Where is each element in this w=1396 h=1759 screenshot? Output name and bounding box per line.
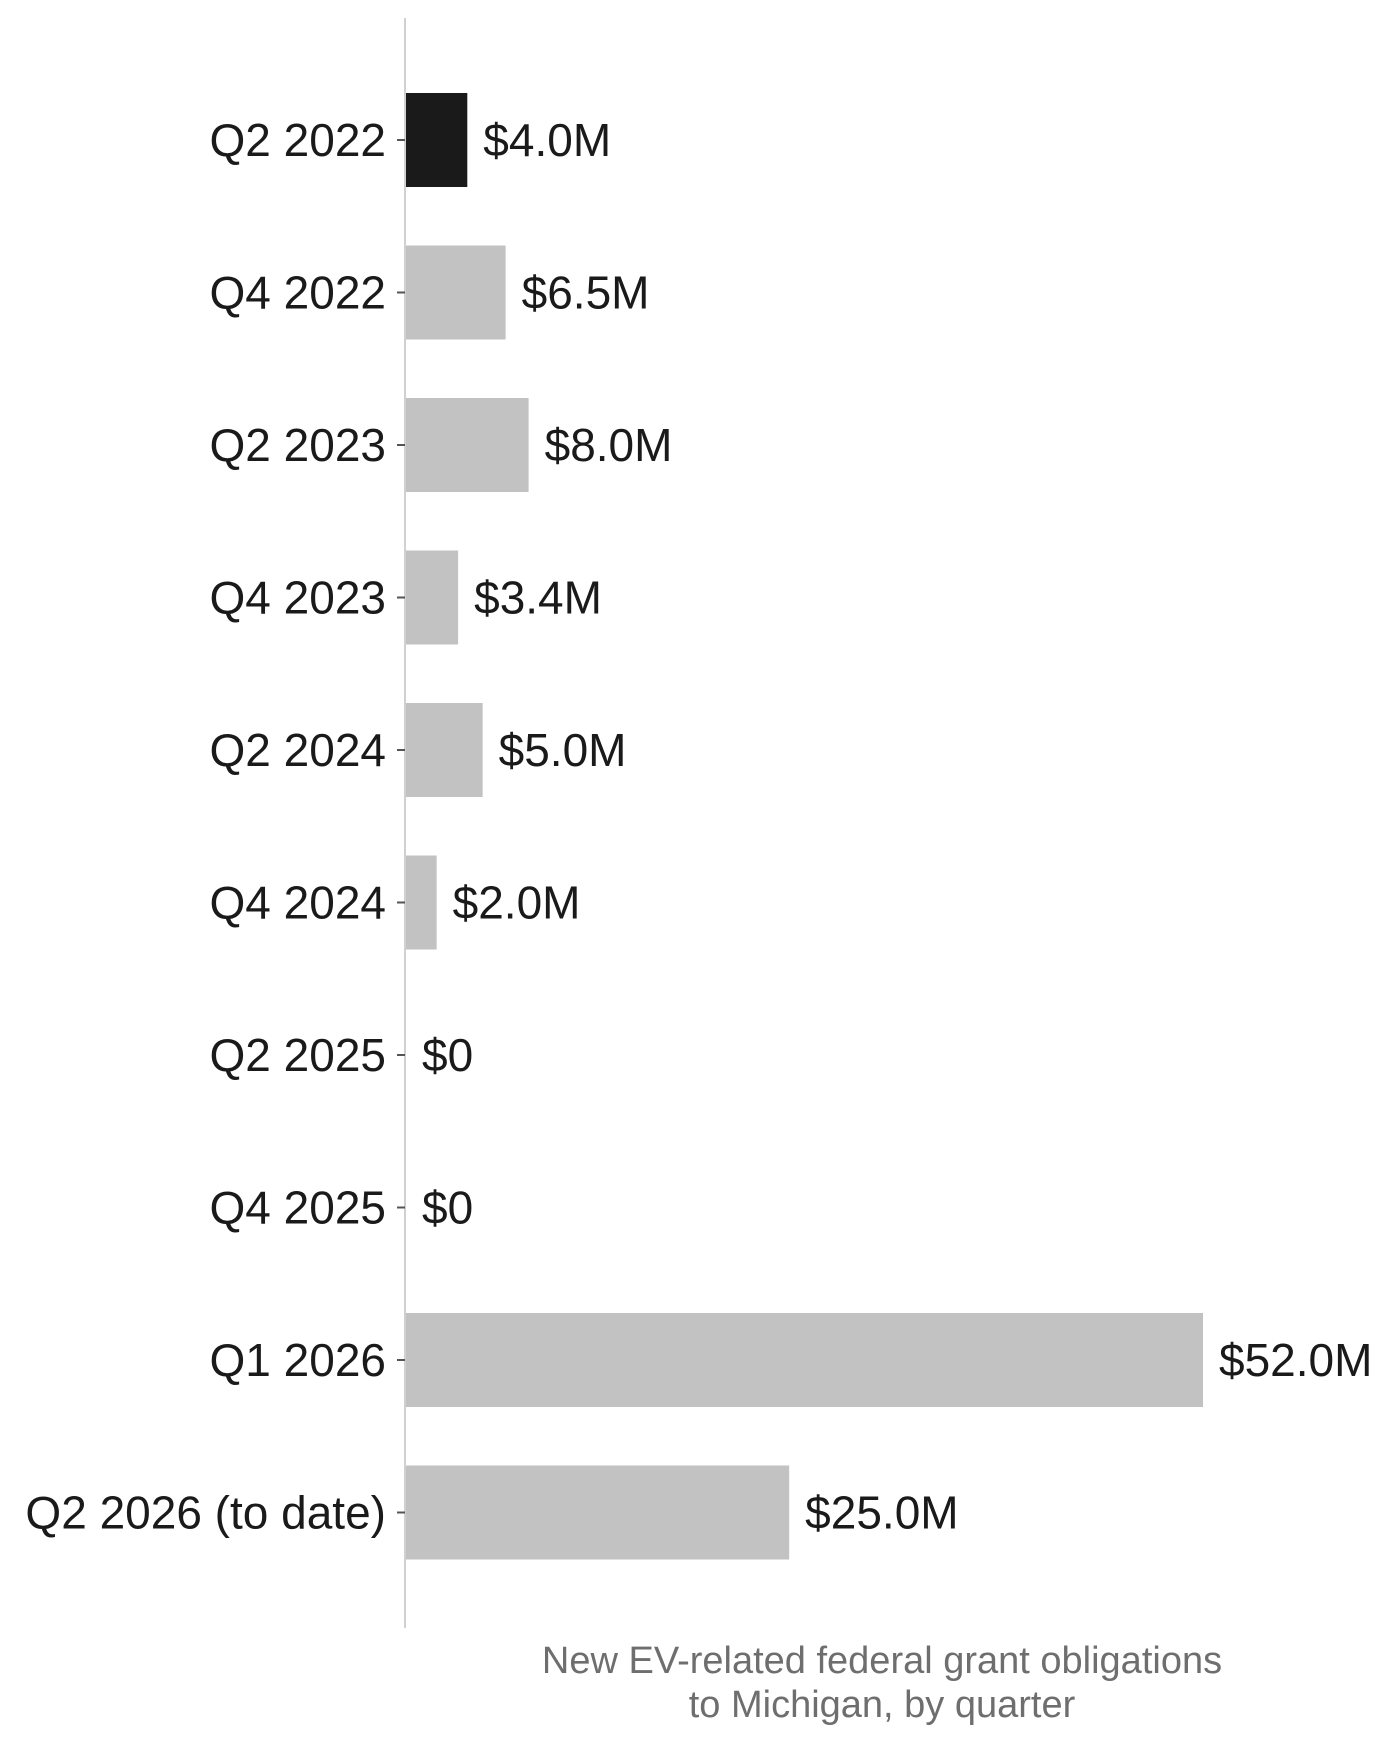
bars-layer: [406, 93, 1203, 1560]
value-label: $5.0M: [499, 724, 627, 776]
bar: [406, 855, 437, 950]
bar: [406, 93, 468, 187]
category-label: Q2 2023: [210, 419, 386, 471]
bar: [406, 1313, 1203, 1407]
bar: [406, 398, 529, 492]
chart-caption-line-1: New EV-related federal grant obligations: [542, 1640, 1222, 1682]
value-label: $0: [422, 1029, 473, 1081]
category-label: Q4 2025: [210, 1182, 386, 1234]
category-label: Q4 2024: [210, 877, 386, 929]
labels-layer: Q2 2022 $4.0M Q4 2022 $6.5M Q2 2023 $8.0M Q4 2…: [25, 114, 1372, 1539]
value-label: $0: [422, 1182, 473, 1234]
value-label: $6.5M: [522, 267, 650, 319]
value-label: $2.0M: [453, 877, 581, 929]
bar: [406, 550, 459, 645]
category-label: Q1 2026: [210, 1334, 386, 1386]
value-label: $4.0M: [483, 114, 611, 166]
chart-caption-line-2: to Michigan, by quarter: [689, 1684, 1076, 1726]
value-label: $3.4M: [474, 572, 602, 624]
category-label: Q2 2024: [210, 724, 386, 776]
category-label: Q2 2022: [210, 114, 386, 166]
bar: [406, 703, 483, 797]
value-label: $8.0M: [545, 419, 673, 471]
value-label: $25.0M: [805, 1487, 958, 1539]
category-label: Q2 2025: [210, 1029, 386, 1081]
category-label: Q4 2023: [210, 572, 386, 624]
bar: [406, 1465, 790, 1560]
value-label: $52.0M: [1219, 1334, 1372, 1386]
bar: [406, 245, 506, 340]
category-label: Q2 2026 (to date): [25, 1487, 386, 1539]
category-label: Q4 2022: [210, 267, 386, 319]
